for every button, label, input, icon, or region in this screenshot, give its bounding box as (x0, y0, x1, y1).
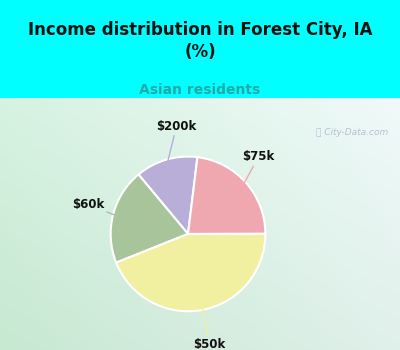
Text: $75k: $75k (242, 150, 275, 183)
Wedge shape (116, 234, 265, 311)
Text: $60k: $60k (72, 198, 114, 215)
Wedge shape (188, 157, 265, 234)
Text: ⓘ City-Data.com: ⓘ City-Data.com (316, 128, 388, 137)
Wedge shape (111, 175, 188, 262)
Text: Asian residents: Asian residents (139, 83, 261, 97)
Text: $200k: $200k (156, 120, 196, 161)
Text: $50k: $50k (193, 309, 226, 350)
Text: Income distribution in Forest City, IA
(%): Income distribution in Forest City, IA (… (28, 21, 372, 61)
Wedge shape (138, 156, 198, 234)
